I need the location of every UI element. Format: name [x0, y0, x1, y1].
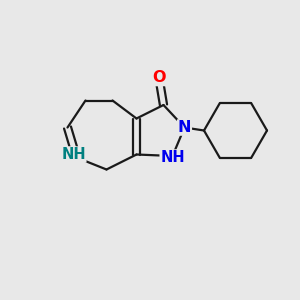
Text: O: O — [152, 70, 166, 86]
Text: NH: NH — [160, 150, 185, 165]
Text: NH: NH — [61, 147, 86, 162]
Text: N: N — [178, 120, 191, 135]
